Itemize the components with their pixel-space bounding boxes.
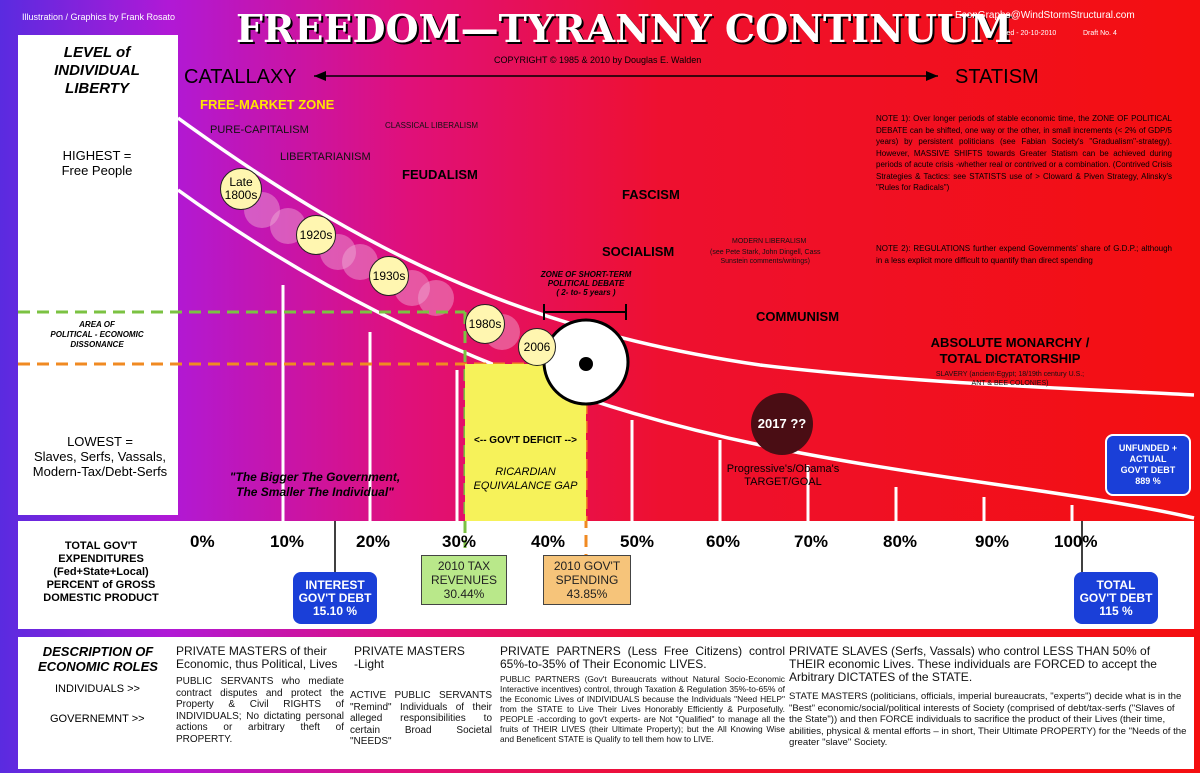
tick-50: 50% <box>620 532 655 551</box>
era-2006: 2006 <box>518 328 556 366</box>
lower-curve <box>176 188 1195 520</box>
col2-body: ACTIVE PUBLIC SERVANTS "Remind" Individu… <box>350 690 492 747</box>
feudalism-label: FEUDALISM <box>402 167 478 182</box>
bigger-government-quote: "The Bigger The Government, The Smaller … <box>229 470 401 499</box>
free-market-label: FREE-MARKET ZONE <box>200 97 335 112</box>
slavery-label: SLAVERY (ancient-Egypt; 18/19th century … <box>935 371 1085 387</box>
tick-70: 70% <box>794 532 829 551</box>
era-1930s: 1930s <box>369 256 409 296</box>
zone-debate-label: ZONE OF SHORT-TERM POLITICAL DEBATE ( 2-… <box>540 270 632 297</box>
note-1: NOTE 1): Over longer periods of stable e… <box>876 114 1172 192</box>
year-2017-marker <box>751 393 813 455</box>
spending-box: 2010 GOV'T SPENDING 43.85% <box>543 555 631 605</box>
date: Wed - 20-10-2010 <box>1000 30 1057 37</box>
left-panel <box>18 35 178 515</box>
target-label: Progressive's/Obama's TARGET/GOAL <box>726 463 840 488</box>
liberty-title: LEVEL of INDIVIDUAL LIBERTY <box>54 44 140 97</box>
tick-80: 80% <box>883 532 918 551</box>
government-label: GOVERNEMNT >> <box>50 713 145 725</box>
lowest-label: LOWEST = Slaves, Serfs, Vassals, Modern-… <box>32 434 168 479</box>
era-1920s: 1920s <box>296 215 336 255</box>
year-2017-label: 2017 ?? <box>757 416 807 431</box>
libertarianism-label: LIBERTARIANISM <box>280 151 371 163</box>
col4-header: PRIVATE SLAVES (Serfs, Vassals) who cont… <box>789 644 1157 684</box>
copyright: COPYRIGHT © 1985 & 2010 by Douglas E. Wa… <box>494 55 702 65</box>
pure-capitalism-label: PURE-CAPITALISM <box>210 124 309 136</box>
classical-liberalism-label: CLASSICAL LIBERALISM <box>385 121 479 130</box>
col1-body: PUBLIC SERVANTS who mediate contract dis… <box>176 676 344 745</box>
credit: Illustration / Graphics by Frank Rosato <box>22 12 176 22</box>
roles-band <box>18 637 1194 769</box>
axis-right-label: STATISM <box>955 66 1039 88</box>
page-title: FREEDOM—TYRANNY CONTINUUM <box>236 6 1013 51</box>
scale-label: TOTAL GOV'T EXPENDITURES (Fed+State+Loca… <box>43 540 159 604</box>
era-late-1800s: Late 1800s <box>220 168 262 210</box>
col3-body: PUBLIC PARTNERS (Gov't Bureaucrats witho… <box>500 674 785 744</box>
socialism-label: SOCIALISM <box>602 244 675 259</box>
upper-curve <box>176 116 1195 397</box>
communism-label: COMMUNISM <box>756 309 840 324</box>
tax-revenue-box: 2010 TAX REVENUES 30.44% <box>421 555 507 605</box>
interest-debt-badge: INTEREST GOV'T DEBT 15.10 % <box>293 572 377 624</box>
axis-left-label: CATALLAXY <box>184 66 297 88</box>
ricardian-label: RICARDIAN EQUIVALANCE GAP <box>473 466 578 492</box>
tick-10: 10% <box>270 532 305 551</box>
modern-liberalism-note: (see Pete Stark, John Dingell, Cass Suns… <box>710 249 821 265</box>
fascism-label: FASCISM <box>622 187 680 202</box>
unfunded-debt-badge: UNFUNDED + ACTUAL GOV'T DEBT 889 % <box>1105 434 1191 496</box>
tick-30: 30% <box>442 532 477 551</box>
highest-label: HIGHEST = Free People <box>61 148 133 178</box>
tick-100: 100% <box>1054 532 1098 551</box>
note-2: NOTE 2): REGULATIONS further expend Gove… <box>876 244 1172 265</box>
email: EconGraphs@WindStormStructural.com <box>955 10 1135 21</box>
tick-40: 40% <box>531 532 566 551</box>
roles-title: DESCRIPTION OF ECONOMIC ROLES <box>38 644 158 674</box>
col4-body: STATE MASTERS (politicians, officials, i… <box>789 691 1187 748</box>
era-1980s: 1980s <box>465 304 505 344</box>
deficit-label: <-- GOV'T DEFICIT --> <box>474 435 577 446</box>
col3-header: PRIVATE PARTNERS (Less Free Citizens) co… <box>500 644 785 671</box>
dissonance-label: AREA OF POLITICAL - ECONOMIC DISSONANCE <box>50 320 144 349</box>
tick-60: 60% <box>706 532 741 551</box>
col2-header: PRIVATE MASTERS -Light <box>354 644 465 671</box>
monarchy-label: ABSOLUTE MONARCHY / TOTAL DICTATORSHIP <box>930 335 1090 366</box>
individuals-label: INDIVIDUALS >> <box>55 683 140 695</box>
tick-20: 20% <box>356 532 391 551</box>
total-debt-badge: TOTAL GOV'T DEBT 115 % <box>1074 572 1158 624</box>
modern-liberalism-label: MODERN LIBERALISM <box>732 238 807 245</box>
col1-header: PRIVATE MASTERS of their Economic, thus … <box>176 644 338 671</box>
tick-0: 0% <box>190 532 215 551</box>
tick-90: 90% <box>975 532 1010 551</box>
draft: Draft No. 4 <box>1083 30 1117 37</box>
